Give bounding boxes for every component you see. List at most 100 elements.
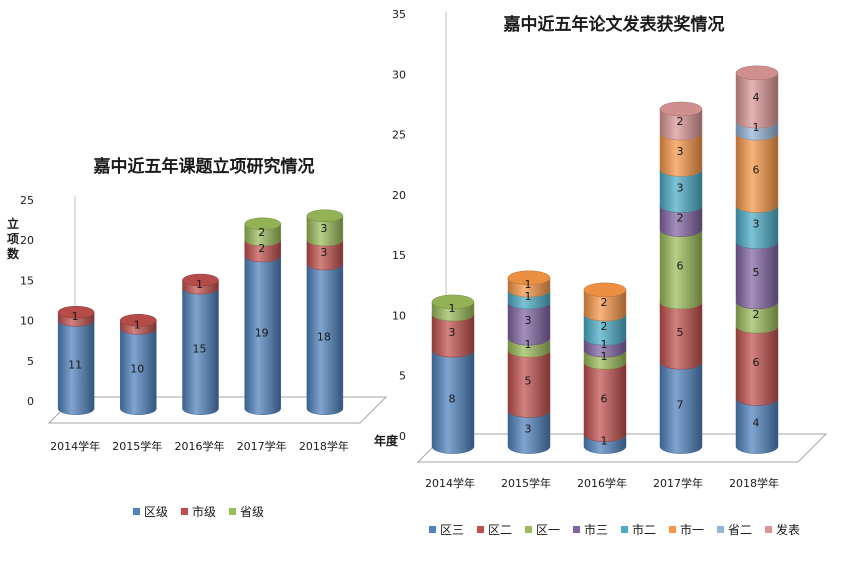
data-label: 4 (753, 416, 760, 429)
data-label: 7 (677, 398, 684, 411)
legend-swatch (765, 526, 772, 533)
legend-swatch (229, 508, 236, 515)
chart2-x-ticks: 2014学年 2015学年 2016学年 2017学年 2018学年 (425, 476, 779, 490)
data-label: 11 (68, 358, 82, 371)
chart1-bars (57, 209, 344, 415)
chart2-title: 嘉中近五年论文发表获奖情况 (503, 14, 725, 35)
y-tick-label: 5 (399, 370, 406, 383)
y-tick-label: 25 (20, 194, 34, 207)
chart1-ylabel-char-3: 数 (7, 246, 20, 261)
data-label: 3 (677, 145, 684, 158)
legend-item: 发表 (765, 522, 800, 537)
data-label: 3 (525, 423, 532, 436)
y-tick-label: 30 (392, 68, 406, 81)
data-label: 5 (677, 326, 684, 339)
data-label: 1 (601, 435, 608, 448)
x-tick-label: 2017学年 (653, 476, 703, 490)
bar-cap (120, 314, 157, 327)
chart2-legend: 区三 区二 区一 市三 市二 市一 省二 发表 (429, 522, 800, 537)
legend-swatch (429, 526, 436, 533)
data-label: 2 (677, 212, 684, 225)
data-label: 8 (449, 392, 456, 405)
data-label: 3 (677, 181, 684, 194)
data-label: 1 (601, 350, 608, 363)
chart1-y-ticks: 0 5 10 15 20 25 (20, 194, 34, 408)
data-label: 3 (753, 218, 760, 231)
x-tick-label: 2016学年 (577, 476, 627, 490)
data-label: 3 (449, 326, 456, 339)
data-label: 3 (525, 314, 532, 327)
bar-cap (507, 270, 551, 286)
bar-cap (244, 217, 281, 231)
x-tick-label: 2018学年 (729, 476, 779, 490)
y-tick-label: 15 (392, 249, 406, 262)
bar-cap (182, 273, 219, 287)
legend-swatch (525, 526, 532, 533)
data-label: 1 (753, 121, 760, 134)
x-tick-label: 2014学年 (425, 476, 475, 490)
y-tick-label: 35 (392, 8, 406, 21)
chart1-legend: 区级 市级 省级 (133, 504, 264, 519)
bar-cap (306, 209, 344, 222)
data-label: 2 (677, 115, 684, 128)
data-label: 1 (134, 318, 141, 331)
data-label: 1 (525, 338, 532, 351)
y-tick-label: 0 (27, 395, 34, 408)
legend-item: 市一 (669, 522, 704, 537)
data-label: 6 (601, 392, 608, 405)
legend-label: 市三 (584, 522, 608, 537)
y-tick-label: 20 (392, 189, 406, 202)
legend-swatch (133, 508, 140, 515)
data-label: 1 (72, 310, 79, 323)
legend-label: 省级 (240, 505, 264, 519)
bar-cap (659, 101, 703, 117)
chart1-xlabel: 年度 (374, 433, 399, 448)
legend-swatch (717, 526, 724, 533)
data-label: 3 (320, 246, 327, 259)
bar-cap (735, 65, 779, 81)
data-label: 6 (677, 260, 684, 273)
legend-label: 市一 (680, 522, 704, 537)
data-label: 1 (525, 278, 532, 291)
data-label: 2 (258, 226, 265, 239)
y-tick-label: 25 (392, 129, 406, 142)
data-label: 1 (196, 278, 203, 291)
legend-label: 市二 (632, 522, 656, 537)
data-label: 1 (601, 338, 608, 351)
legend-label: 发表 (776, 522, 800, 537)
legend-item: 区级 (133, 505, 168, 519)
y-tick-label: 0 (399, 430, 406, 443)
data-label: 6 (753, 356, 760, 369)
data-label: 1 (449, 302, 456, 315)
y-tick-label: 15 (20, 274, 34, 287)
x-tick-label: 2016学年 (175, 439, 225, 453)
data-label: 2 (601, 296, 608, 309)
bar-cap (57, 305, 95, 319)
legend-label: 省二 (728, 523, 752, 537)
chart1-x-ticks: 2014学年 2015学年 2016学年 2017学年 2018学年 (50, 439, 349, 453)
data-label: 6 (753, 163, 760, 176)
legend-item: 省级 (229, 505, 264, 519)
y-tick-label: 10 (392, 309, 406, 322)
legend-item: 区二 (477, 523, 512, 537)
bar-cap (583, 282, 627, 298)
data-label: 19 (255, 326, 269, 339)
legend-item: 市级 (181, 504, 216, 519)
data-label: 1 (525, 290, 532, 303)
data-label: 4 (753, 91, 760, 104)
data-label: 18 (317, 330, 331, 343)
legend-swatch (669, 526, 676, 533)
y-tick-label: 10 (20, 315, 34, 328)
data-label: 3 (320, 222, 327, 235)
data-label: 10 (130, 363, 144, 376)
bar-cap (431, 294, 475, 310)
x-tick-label: 2015学年 (501, 476, 551, 490)
chart2-bars (431, 65, 779, 454)
chart1-ylabel-char-2: 项 (7, 232, 19, 246)
legend-label: 区一 (536, 523, 560, 537)
legend-label: 区三 (440, 523, 464, 537)
chart1-ylabel-char-1: 立 (7, 216, 19, 231)
